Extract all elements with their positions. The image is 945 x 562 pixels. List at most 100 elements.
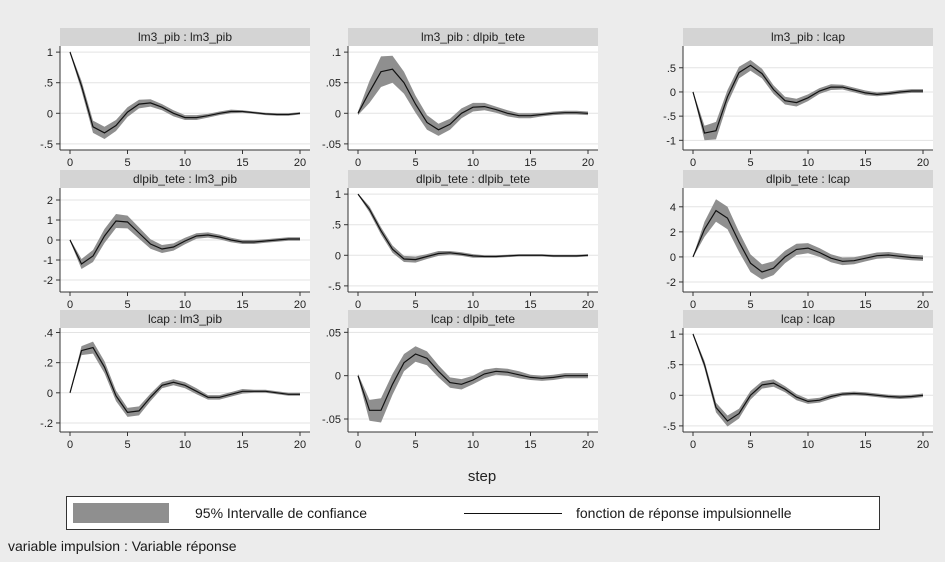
x-tick-label: 0: [67, 157, 73, 169]
x-tick-label: 15: [236, 157, 248, 169]
x-tick-label: 20: [917, 157, 929, 169]
panel-title-bar: [683, 28, 933, 46]
x-tick-label: 10: [179, 439, 191, 451]
irf-panel: lm3_pib : lm3_pib 1 .5 0 -.5 0 5 10 15 20: [40, 28, 310, 169]
irf-panel: dlpib_tete : dlpib_tete 1 .5 0 -.5 0 5 10 15 20: [328, 170, 598, 311]
x-tick-label: 5: [412, 439, 418, 451]
x-tick-label: 5: [747, 439, 753, 451]
irf-line: [692, 209, 924, 273]
x-tick-label: 20: [294, 439, 306, 451]
x-tick-label: 15: [859, 299, 871, 311]
x-tick-label: 15: [236, 299, 248, 311]
x-tick-label: 10: [467, 299, 479, 311]
irf-line-swatch: [464, 513, 562, 514]
plot-area: [348, 188, 598, 292]
y-tick-label: .5: [44, 78, 53, 90]
y-tick-label: -2: [43, 275, 53, 287]
panel-title-bar: [683, 310, 933, 328]
y-tick-label: 0: [670, 87, 676, 99]
irf-panel: lm3_pib : lcap .5 0 -.5 -1 0 5 10 15 20: [663, 28, 933, 169]
irf-line: [357, 353, 588, 411]
x-tick-label: 10: [179, 157, 191, 169]
x-tick-label: 0: [355, 299, 361, 311]
x-tick-label: 0: [690, 299, 696, 311]
x-tick-label: 0: [690, 157, 696, 169]
y-tick-label: -2: [666, 277, 676, 289]
y-tick-label: .1: [332, 47, 341, 59]
x-tick-label: 20: [582, 299, 594, 311]
irf-line: [69, 51, 301, 134]
irf-line: [357, 68, 589, 131]
y-tick-label: 0: [335, 250, 341, 262]
panel-title: lcap : lm3_pib: [148, 312, 222, 326]
irf-line: [69, 346, 300, 414]
y-tick-label: 0: [47, 235, 53, 247]
panel-title: dlpib_tete : lm3_pib: [133, 172, 237, 186]
irf-line: [357, 193, 589, 261]
panel-title-bar: [60, 28, 310, 46]
x-tick-label: 15: [524, 439, 536, 451]
y-tick-label: 1: [47, 215, 53, 227]
y-tick-label: -.05: [322, 414, 341, 426]
x-tick-label: 5: [412, 299, 418, 311]
x-tick-label: 20: [582, 439, 594, 451]
panel-title: lm3_pib : lm3_pib: [138, 30, 232, 44]
confidence-band: [693, 60, 923, 141]
y-tick-label: 1: [335, 189, 341, 201]
x-tick-label: 0: [355, 157, 361, 169]
confidence-band: [70, 341, 300, 417]
irf-panel: lcap : dlpib_tete .05 0 -.05 0 5 10 15 20: [322, 310, 598, 451]
y-tick-label: 0: [335, 108, 341, 120]
y-tick-label: .05: [326, 327, 341, 339]
panel-title-bar: [348, 28, 598, 46]
legend-ci-label: 95% Intervalle de confiance: [195, 505, 367, 521]
y-tick-label: 0: [670, 252, 676, 264]
x-tick-label: 15: [859, 157, 871, 169]
y-tick-label: -.5: [328, 281, 341, 293]
panel-title: lm3_pib : dlpib_tete: [421, 30, 525, 44]
x-tick-label: 10: [467, 157, 479, 169]
confidence-band: [358, 346, 588, 423]
panel-title-bar: [348, 310, 598, 328]
x-tick-label: 20: [294, 157, 306, 169]
y-tick-label: -.5: [40, 139, 53, 151]
x-tick-label: 5: [747, 157, 753, 169]
panel-title: lcap : dlpib_tete: [431, 312, 515, 326]
x-tick-label: 20: [917, 439, 929, 451]
y-tick-label: .5: [332, 220, 341, 232]
y-tick-label: .5: [667, 360, 676, 372]
x-axis-label: step: [468, 468, 496, 485]
x-tick-label: 5: [412, 157, 418, 169]
x-tick-label: 5: [124, 157, 130, 169]
y-tick-label: -1: [666, 135, 676, 147]
y-tick-label: 0: [47, 388, 53, 400]
legend: 95% Intervalle de confiance fonction de …: [66, 496, 880, 530]
y-tick-label: 0: [47, 108, 53, 120]
x-tick-label: 20: [917, 299, 929, 311]
irf-line: [692, 333, 924, 422]
irf-line: [692, 64, 923, 134]
irf-line: [69, 220, 300, 265]
panel-title: dlpib_tete : lcap: [766, 172, 850, 186]
y-tick-label: -.2: [40, 418, 53, 430]
x-tick-label: 15: [859, 439, 871, 451]
x-tick-label: 10: [802, 157, 814, 169]
y-tick-label: 0: [670, 390, 676, 402]
legend-irf-label: fonction de réponse impulsionnelle: [576, 505, 792, 521]
confidence-band-swatch: [73, 503, 169, 523]
panel-title-bar: [60, 310, 310, 328]
y-tick-label: -1: [43, 255, 53, 267]
irf-panel: lcap : lm3_pib .4 .2 0 -.2 0 5 10 15 20: [40, 310, 310, 451]
x-tick-label: 5: [747, 299, 753, 311]
x-tick-label: 0: [690, 439, 696, 451]
x-tick-label: 10: [467, 439, 479, 451]
irf-panel: lcap : lcap 1 .5 0 -.5 0 5 10 15 20: [663, 310, 933, 451]
confidence-band: [70, 50, 300, 139]
x-tick-label: 0: [67, 299, 73, 311]
y-tick-label: .4: [44, 328, 53, 340]
x-tick-label: 10: [179, 299, 191, 311]
x-tick-label: 20: [294, 299, 306, 311]
y-tick-label: -.05: [322, 139, 341, 151]
